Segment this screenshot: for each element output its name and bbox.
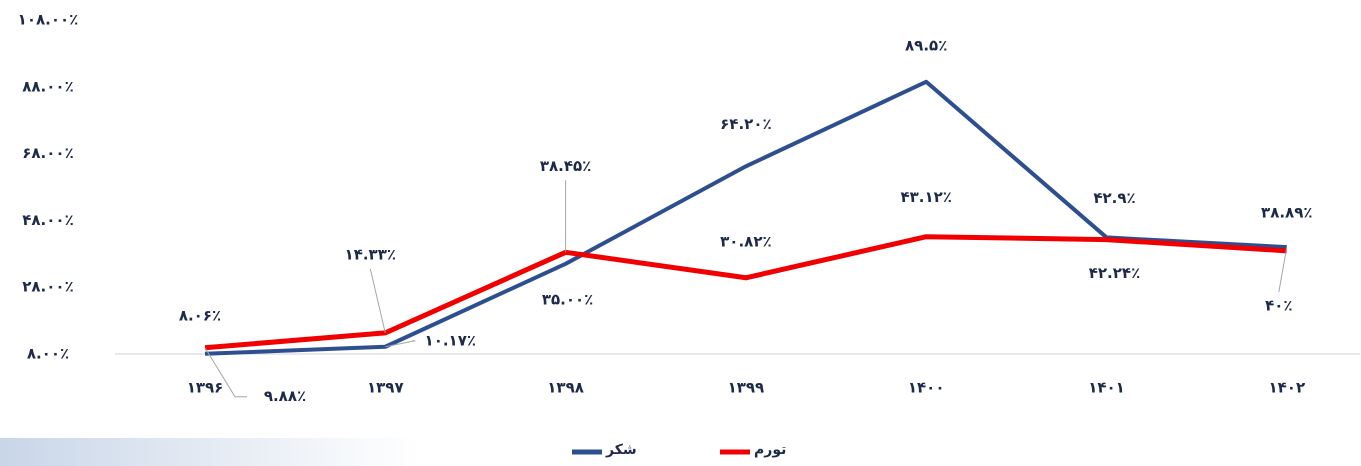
y-tick-label: ۸.۰۰٪ (27, 345, 69, 363)
y-tick-label: ۴۸.۰۰٪ (22, 211, 73, 229)
data-label: ۴۰٪ (1265, 297, 1292, 315)
x-tick-label: ۱۳۹۷ (367, 379, 404, 397)
x-tick-label: ۱۳۹۶ (187, 379, 224, 397)
decor-band (0, 438, 420, 466)
x-tick-label: ۱۳۹۹ (728, 379, 765, 397)
data-label: ۸.۰۶٪ (179, 306, 221, 324)
data-label: ۱۴.۳۳٪ (345, 245, 396, 263)
x-tick-label: ۱۳۹۸ (547, 379, 584, 397)
data-label: ۹.۸۸٪ (264, 387, 306, 405)
x-tick-label: ۱۴۰۲ (1268, 379, 1305, 397)
data-label: ۳۸.۸۹٪ (1261, 203, 1312, 221)
leader-line (204, 347, 247, 398)
data-label: ۳۸.۴۵٪ (540, 157, 591, 175)
leader-line (385, 340, 416, 348)
y-tick-label: ۶۸.۰۰٪ (22, 144, 73, 162)
x-tick-label: ۱۴۰۱ (1088, 379, 1125, 397)
leader-line (369, 268, 386, 333)
data-label: ۴۳.۱۲٪ (900, 188, 951, 206)
legend-label: شکر (605, 442, 637, 458)
y-tick-label: ۸۸.۰۰٪ (22, 77, 73, 95)
data-label: ۴۲.۹٪ (1093, 189, 1135, 207)
data-label: ۴۲.۲۴٪ (1089, 264, 1140, 282)
y-tick-label: ۱۰۸.۰۰٪ (18, 11, 79, 29)
x-tick-label: ۱۴۰۰ (908, 379, 945, 397)
y-tick-label: ۲۸.۰۰٪ (22, 278, 73, 296)
data-label: ۳۵.۰۰٪ (542, 290, 593, 308)
data-label: ۱۰.۱۷٪ (425, 331, 476, 349)
data-label: ۶۴.۲۰٪ (720, 115, 771, 133)
legend-label: تورم (754, 442, 786, 458)
data-label: ۸۹.۵٪ (905, 36, 947, 54)
leader-line (1278, 247, 1288, 293)
data-label: ۳۰.۸۲٪ (720, 232, 771, 250)
